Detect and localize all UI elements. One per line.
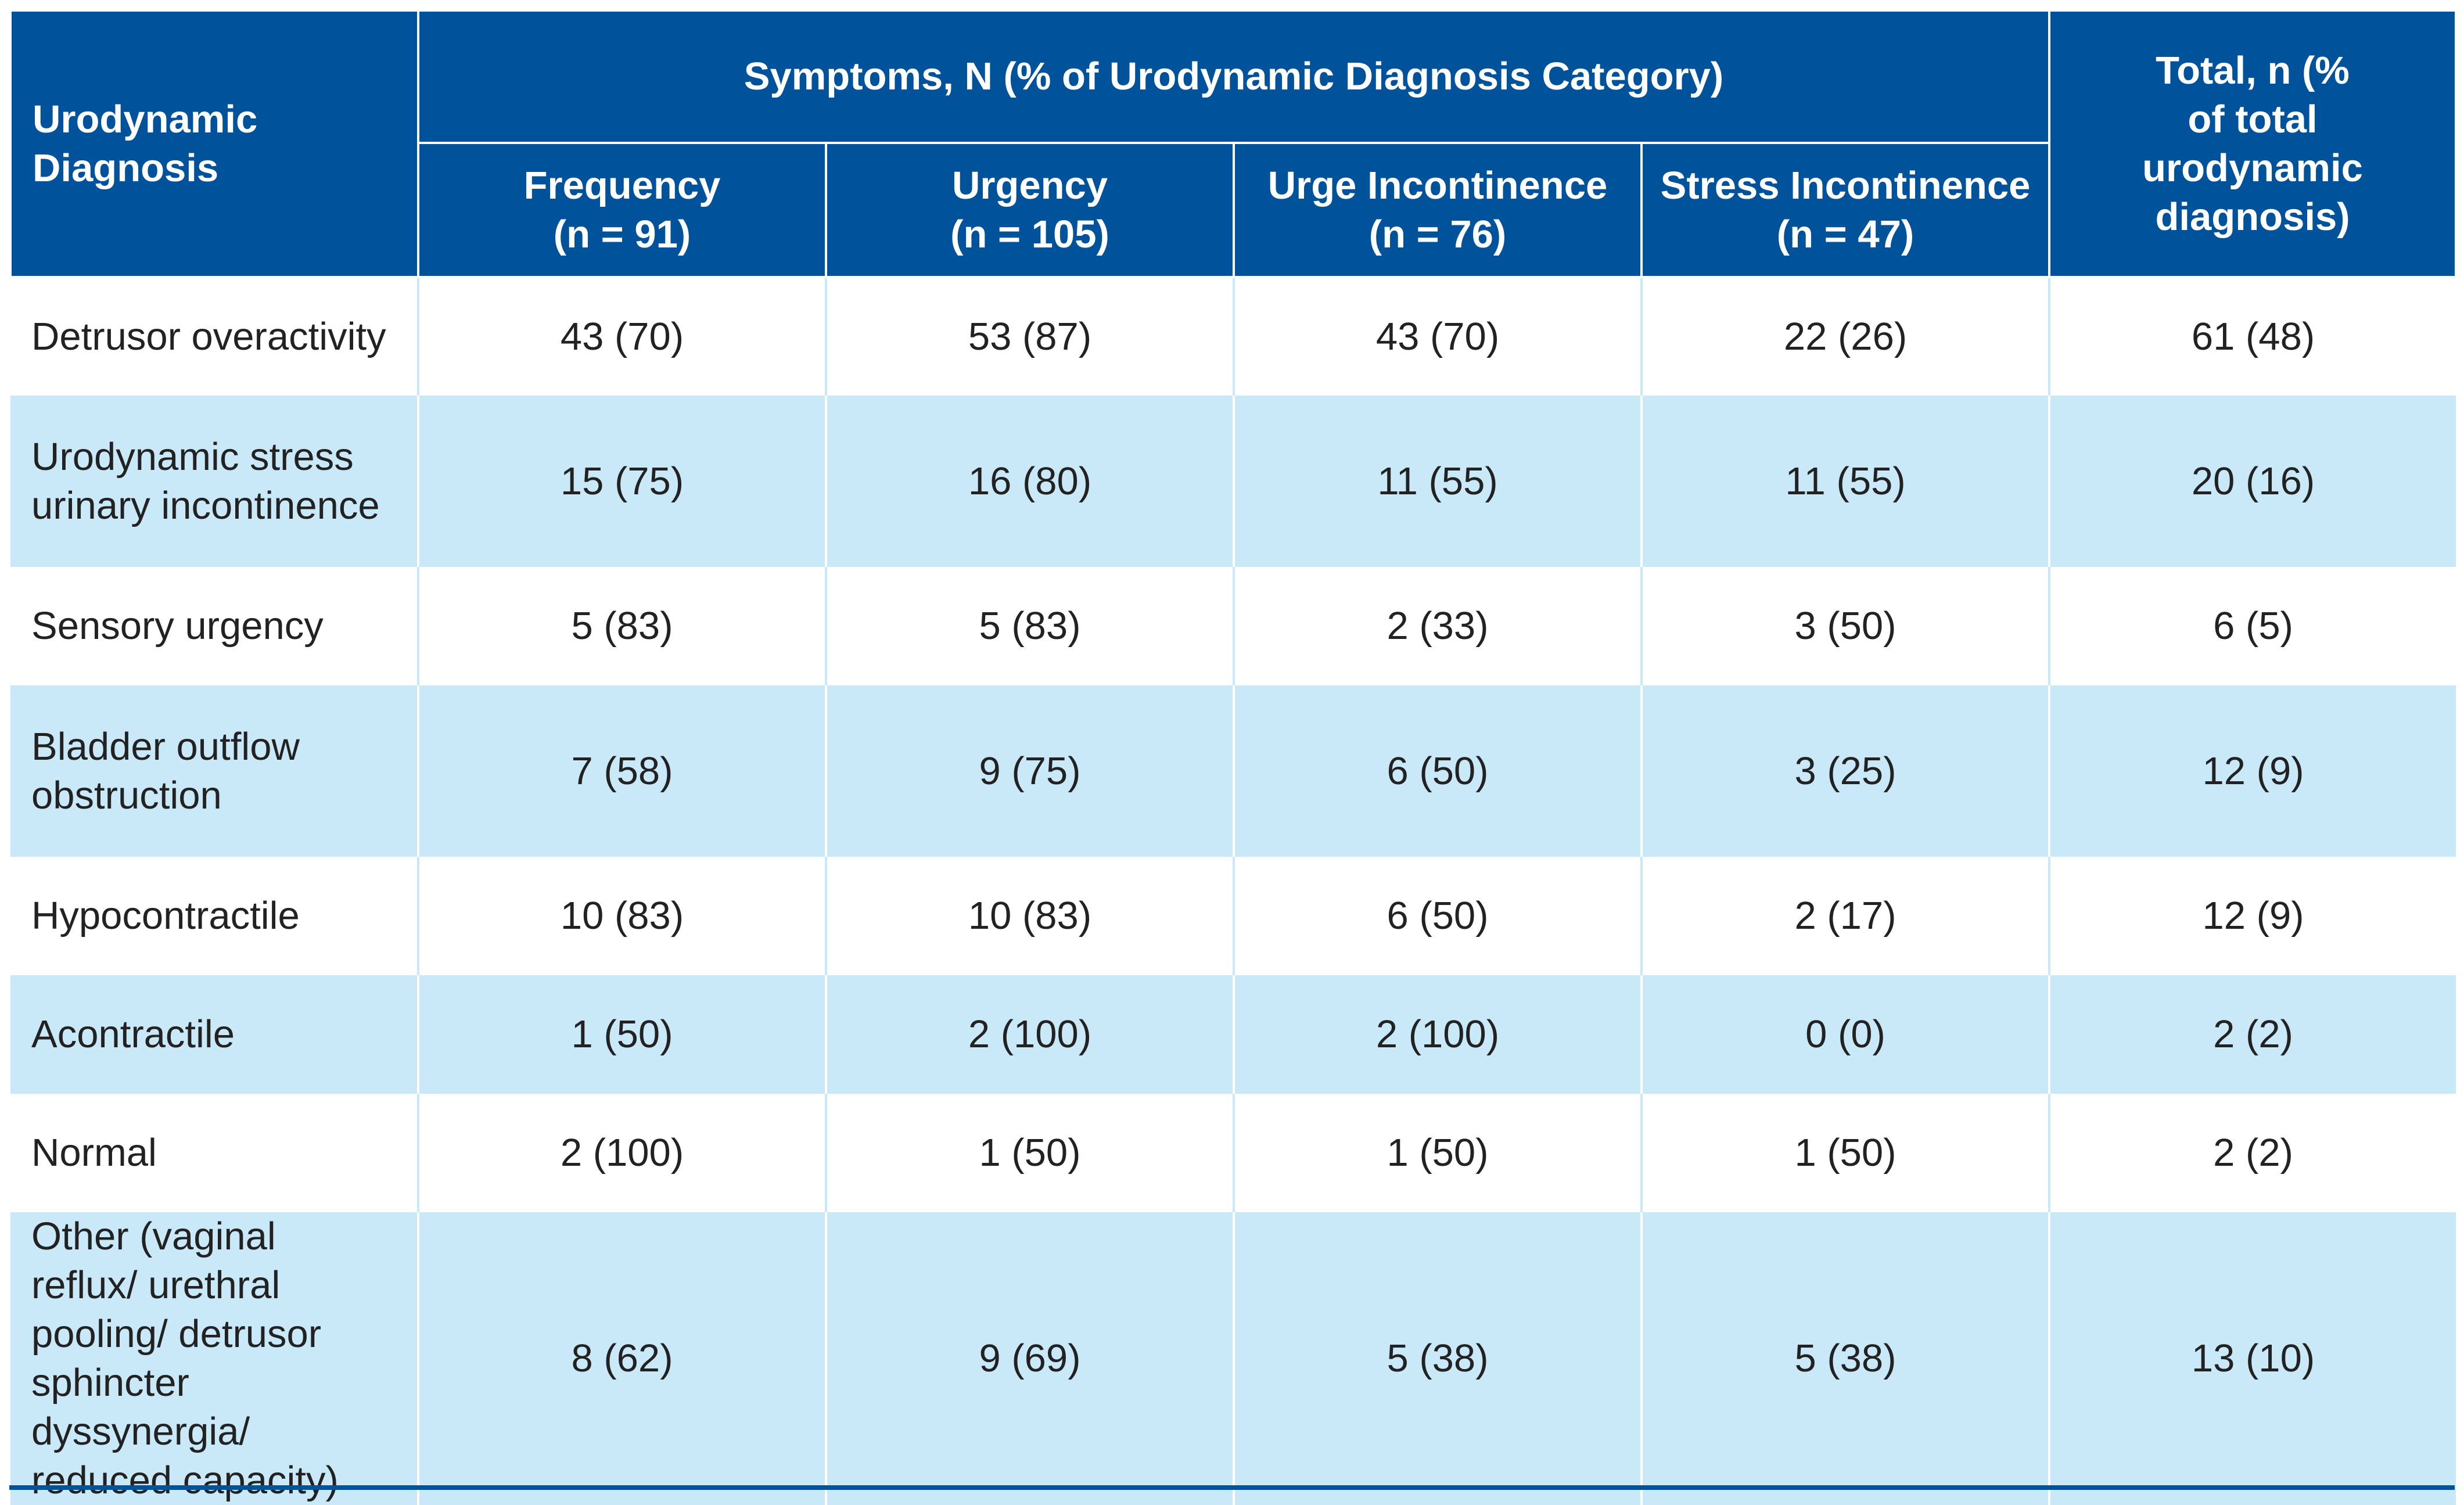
table-row: Detrusor overactivity 43 (70) 53 (87) 43…	[10, 277, 2456, 396]
row-diagnosis: Other (vaginal reflux/ urethral pooling/…	[10, 1212, 419, 1505]
cell-total: 2 (2)	[2048, 1094, 2456, 1212]
header-col-n: (n = 105)	[950, 212, 1109, 256]
row-diagnosis: Bladder outflow obstruction	[10, 685, 419, 857]
table-body: Detrusor overactivity 43 (70) 53 (87) 43…	[10, 277, 2456, 1505]
cell-total: 20 (16)	[2048, 396, 2456, 567]
cell-frequency: 1 (50)	[417, 975, 827, 1094]
cell-frequency: 10 (83)	[417, 857, 827, 975]
header-col-name: Urge Incontinence	[1267, 163, 1608, 207]
header-col-urge-incontinence: Urge Incontinence (n = 76)	[1233, 142, 1643, 278]
row-diagnosis: Normal	[10, 1094, 419, 1212]
cell-total: 13 (10)	[2048, 1212, 2456, 1505]
cell-urgency: 5 (83)	[825, 567, 1235, 685]
cell-total: 6 (5)	[2048, 567, 2456, 685]
cell-stress-incontinence: 1 (50)	[1640, 1094, 2051, 1212]
row-diagnosis: Acontractile	[10, 975, 419, 1094]
cell-total: 2 (2)	[2048, 975, 2456, 1094]
cell-frequency: 7 (58)	[417, 685, 827, 857]
cell-urge-incontinence: 2 (100)	[1233, 975, 1643, 1094]
cell-urgency: 1 (50)	[825, 1094, 1235, 1212]
cell-total: 61 (48)	[2048, 277, 2456, 396]
header-col-name: Urgency	[951, 163, 1108, 207]
header-col-n: (n = 91)	[553, 212, 691, 256]
table-bottom-rule	[9, 1485, 2455, 1490]
cell-frequency: 8 (62)	[417, 1212, 827, 1505]
cell-frequency: 2 (100)	[417, 1094, 827, 1212]
cell-stress-incontinence: 3 (50)	[1640, 567, 2051, 685]
table-row: Normal 2 (100) 1 (50) 1 (50) 1 (50) 2 (2…	[10, 1094, 2456, 1212]
cell-urgency: 16 (80)	[825, 396, 1235, 567]
header-col-n: (n = 76)	[1369, 212, 1507, 256]
header-total-label: Total, n (% of total urodynamic diagnosi…	[2142, 48, 2363, 239]
header-col-name: Stress Incontinence	[1660, 163, 2031, 207]
header-col-name: Frequency	[523, 163, 721, 207]
table-row: Acontractile 1 (50) 2 (100) 2 (100) 0 (0…	[10, 975, 2456, 1094]
header-col-n: (n = 47)	[1776, 212, 1915, 256]
cell-urge-incontinence: 1 (50)	[1233, 1094, 1643, 1212]
cell-frequency: 5 (83)	[417, 567, 827, 685]
row-diagnosis: Hypocontractile	[10, 857, 419, 975]
cell-frequency: 43 (70)	[417, 277, 827, 396]
row-diagnosis: Sensory urgency	[10, 567, 419, 685]
cell-urge-incontinence: 5 (38)	[1233, 1212, 1643, 1505]
cell-stress-incontinence: 3 (25)	[1640, 685, 2051, 857]
cell-urgency: 9 (75)	[825, 685, 1235, 857]
cell-urgency: 53 (87)	[825, 277, 1235, 396]
cell-stress-incontinence: 2 (17)	[1640, 857, 2051, 975]
cell-urge-incontinence: 6 (50)	[1233, 685, 1643, 857]
table-row: Other (vaginal reflux/ urethral pooling/…	[10, 1212, 2456, 1505]
cell-urge-incontinence: 43 (70)	[1233, 277, 1643, 396]
header-col-urgency: Urgency (n = 105)	[825, 142, 1235, 278]
header-total: Total, n (% of total urodynamic diagnosi…	[2048, 9, 2458, 278]
cell-urge-incontinence: 2 (33)	[1233, 567, 1643, 685]
cell-frequency: 15 (75)	[417, 396, 827, 567]
row-diagnosis: Detrusor overactivity	[10, 277, 419, 396]
cell-urge-incontinence: 6 (50)	[1233, 857, 1643, 975]
urodynamic-table: Urodynamic Diagnosis Symptoms, N (% of U…	[9, 9, 2458, 1505]
table-header: Urodynamic Diagnosis Symptoms, N (% of U…	[9, 9, 2458, 278]
cell-urgency: 2 (100)	[825, 975, 1235, 1094]
row-diagnosis: Urodynamic stress urinary incontinence	[10, 396, 419, 567]
cell-stress-incontinence: 22 (26)	[1640, 277, 2051, 396]
cell-stress-incontinence: 5 (38)	[1640, 1212, 2051, 1505]
table-row: Hypocontractile 10 (83) 10 (83) 6 (50) 2…	[10, 857, 2456, 975]
cell-total: 12 (9)	[2048, 857, 2456, 975]
table-row: Sensory urgency 5 (83) 5 (83) 2 (33) 3 (…	[10, 567, 2456, 685]
header-diagnosis-label: Urodynamic Diagnosis	[33, 97, 258, 190]
cell-stress-incontinence: 11 (55)	[1640, 396, 2051, 567]
table-container: Urodynamic Diagnosis Symptoms, N (% of U…	[9, 9, 2458, 1505]
header-col-stress-incontinence: Stress Incontinence (n = 47)	[1640, 142, 2051, 278]
cell-urgency: 10 (83)	[825, 857, 1235, 975]
header-col-frequency: Frequency (n = 91)	[417, 142, 827, 278]
cell-stress-incontinence: 0 (0)	[1640, 975, 2051, 1094]
header-diagnosis: Urodynamic Diagnosis	[9, 9, 419, 278]
cell-urge-incontinence: 11 (55)	[1233, 396, 1643, 567]
header-symptoms-label: Symptoms, N (% of Urodynamic Diagnosis C…	[743, 55, 1724, 98]
header-symptoms: Symptoms, N (% of Urodynamic Diagnosis C…	[416, 9, 2051, 144]
cell-urgency: 9 (69)	[825, 1212, 1235, 1505]
table-row: Bladder outflow obstruction 7 (58) 9 (75…	[10, 685, 2456, 857]
cell-total: 12 (9)	[2048, 685, 2456, 857]
table-row: Urodynamic stress urinary incontinence 1…	[10, 396, 2456, 567]
